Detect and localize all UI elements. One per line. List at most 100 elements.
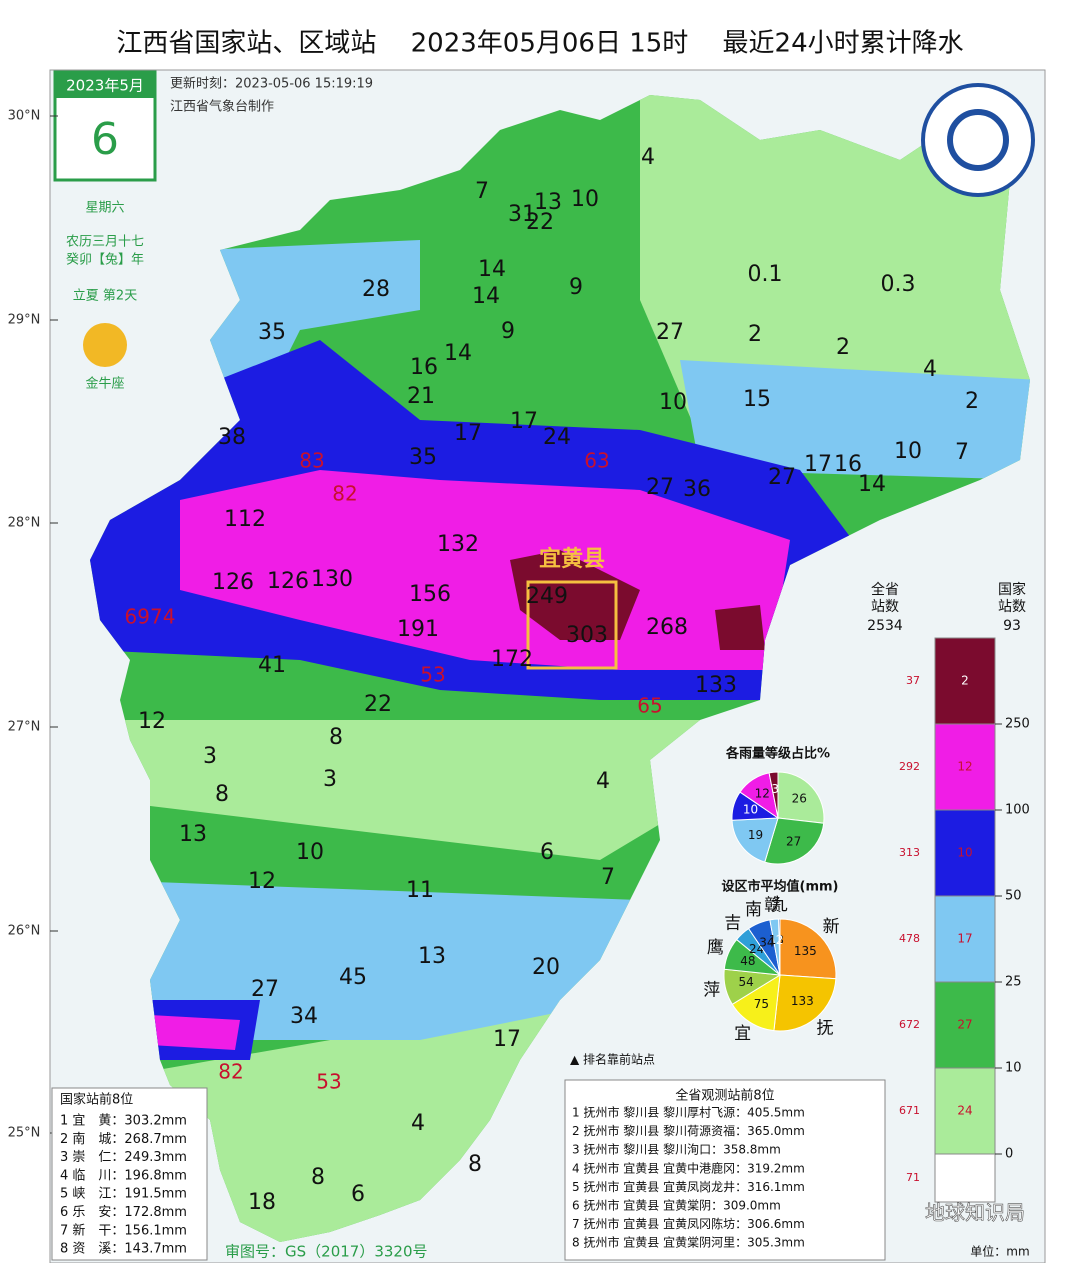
station-value: 16: [834, 452, 862, 477]
watermark: 地球知识局: [925, 1201, 1025, 1225]
station-value: 4: [411, 1111, 425, 1136]
pie-value: 34: [759, 935, 774, 949]
station-value: 156: [409, 582, 451, 607]
footer: 审图号：GS（2017）3320号: [225, 1243, 428, 1261]
station-value: 38: [218, 425, 246, 450]
legend-threshold: 25: [1005, 975, 1022, 990]
station-value: 2: [965, 389, 979, 414]
station-value: 31: [508, 202, 536, 227]
station-value: 10: [296, 840, 324, 865]
legend-province-count: 292: [899, 760, 920, 773]
pie-name: 南: [745, 900, 762, 920]
station-value: 27: [646, 475, 674, 500]
station-value-red: 6974: [125, 605, 176, 629]
pie-name: 宜: [734, 1024, 751, 1044]
emblem-ring: [921, 83, 1035, 197]
station-value: 14: [478, 257, 506, 282]
pie-slice: [779, 918, 837, 980]
station-value: 2: [748, 322, 762, 347]
note: ▲ 排名靠前站点: [570, 1052, 655, 1067]
pie-slice: [777, 771, 825, 824]
pie-value: 10: [743, 803, 758, 817]
station-value: 13: [179, 822, 207, 847]
legend-threshold: 100: [1005, 803, 1030, 818]
station-value: 303: [566, 623, 608, 648]
pie-value: 26: [792, 792, 807, 806]
legend-province-count: 478: [899, 932, 920, 945]
station-value: 268: [646, 615, 688, 640]
national-table-row: 2 南 城：268.7mm: [60, 1131, 187, 1147]
station-value: 21: [407, 384, 435, 409]
legend-swatch: [934, 1067, 996, 1155]
pie-value: 54: [739, 975, 754, 989]
legend-national-count: 24: [957, 1104, 972, 1118]
station-value: 17: [804, 452, 832, 477]
pie-name: 吉: [724, 913, 741, 933]
calendar-lunar: 农历三月十七: [66, 235, 144, 250]
pie-name: 抚: [816, 1019, 833, 1039]
station-value-red: 82: [218, 1060, 243, 1084]
legend-national-count: 27: [957, 1018, 972, 1032]
latitude-label: 30°N: [8, 109, 41, 124]
station-value: 36: [683, 477, 711, 502]
station-value: 112: [224, 507, 266, 532]
station-value: 22: [364, 692, 392, 717]
pie-slice: [773, 974, 837, 1032]
pie-slice: [768, 771, 779, 819]
update-time: 更新时刻：2023-05-06 15:19:19: [170, 76, 373, 92]
pie-slice: [731, 974, 781, 1032]
national-table-row: 5 峡 江：191.5mm: [60, 1187, 187, 1202]
station-value: 10: [659, 390, 687, 415]
pie-value: 48: [740, 954, 755, 968]
station-value: 27: [251, 977, 279, 1002]
station-value: 0.3: [881, 272, 916, 297]
national-table-row: 8 资 溪：143.7mm: [60, 1242, 187, 1257]
band-lightblue: [100, 240, 1030, 1040]
county-label: 宜黄县: [539, 546, 605, 572]
pie-value: 135: [794, 944, 817, 958]
station-value: 17: [510, 409, 538, 434]
station-value: 6: [351, 1182, 365, 1207]
station-value-red: 83: [299, 449, 324, 473]
national-table: [51, 1087, 208, 1261]
station-value: 6: [540, 840, 554, 865]
station-value: 8: [468, 1152, 482, 1177]
calendar-year: 癸卯【兔】年: [66, 253, 144, 268]
legend-left-title: 全省站数: [871, 581, 899, 615]
station-value: 7: [475, 179, 489, 204]
station-value: 27: [656, 320, 684, 345]
pie-name: 新: [823, 917, 840, 937]
station-value: 3: [323, 767, 337, 792]
station-value: 8: [329, 725, 343, 750]
pie-slice: [764, 817, 825, 865]
zodiac-icon: [83, 323, 127, 367]
legend-threshold: 10: [1005, 1061, 1022, 1076]
province-table: [564, 1079, 886, 1261]
latitude-label: 27°N: [8, 720, 41, 735]
province-table-row: 3 抚州市 黎川县 黎川洵口：358.8mm: [572, 1142, 781, 1157]
province-table-row: 4 抚州市 宜黄县 宜黄中港鹿冈：319.2mm: [572, 1160, 805, 1175]
legend-national-count: 17: [957, 932, 972, 946]
calendar-month: 2023年5月: [66, 77, 144, 95]
province-table-row: 8 抚州市 宜黄县 宜黄棠阴河里：305.3mm: [572, 1235, 805, 1250]
station-value: 14: [858, 472, 886, 497]
calendar-weekday: 星期六: [85, 201, 124, 216]
latitude-label: 29°N: [8, 313, 41, 328]
station-value: 13: [534, 190, 562, 215]
highlight-box: [526, 580, 618, 670]
station-value: 3: [203, 744, 217, 769]
station-value: 34: [290, 1004, 318, 1029]
national-table-row: 6 乐 安：172.8mm: [60, 1205, 187, 1220]
legend-province-count: 672: [899, 1018, 920, 1031]
national-table-row: 4 临 川：196.8mm: [60, 1168, 187, 1183]
station-value-red: 65: [637, 694, 662, 718]
legend-threshold: 250: [1005, 717, 1030, 732]
station-value: 14: [472, 284, 500, 309]
station-value: 16: [410, 355, 438, 380]
station-value: 35: [409, 445, 437, 470]
station-value: 7: [955, 440, 969, 465]
pie-value: 19: [748, 828, 763, 842]
station-value: 24: [543, 425, 571, 450]
legend-swatch: [934, 895, 996, 983]
